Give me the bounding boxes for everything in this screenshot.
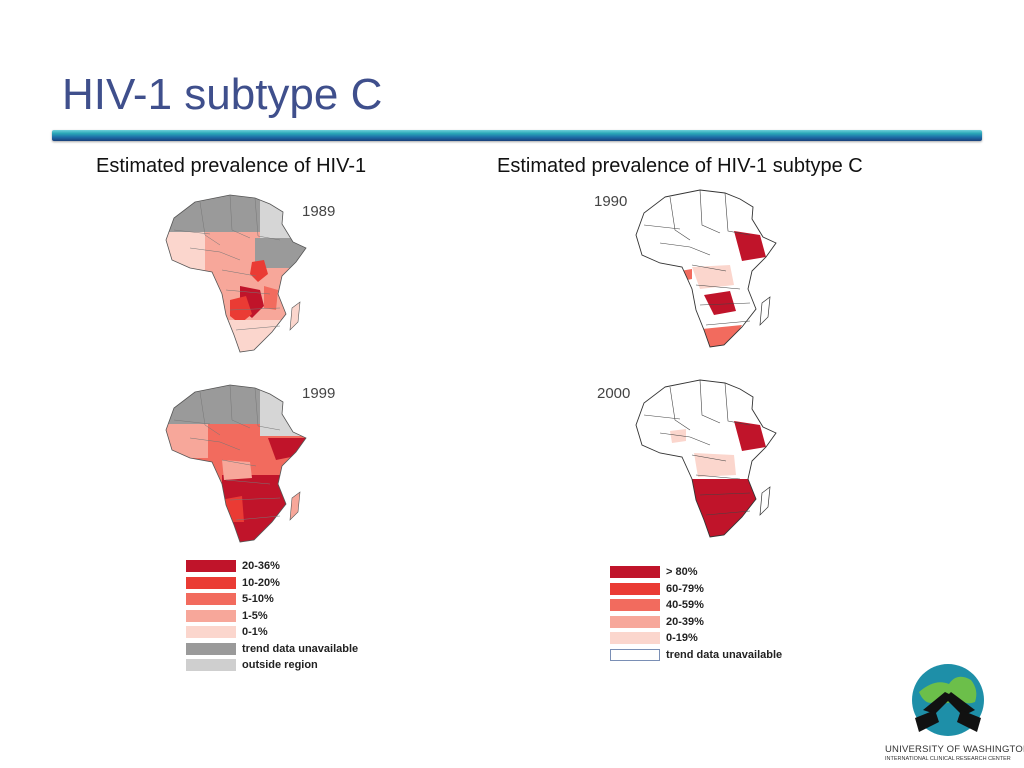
legend-label: 20-36% [242,560,280,573]
legend-label: > 80% [666,566,698,579]
legend-label: 20-39% [666,615,704,628]
legend-label: trend data unavailable [666,648,783,661]
legend-swatch [186,560,236,573]
legend-swatch [610,615,660,628]
map-year-label: 1989 [302,203,336,220]
legend-item: 40-59% [610,597,782,614]
legend-item: > 80% [610,564,782,581]
legend-label: 10-20% [242,576,280,589]
map-subtype-c-2000 [630,375,790,555]
legend-swatch [186,576,236,589]
legend-item: 20-39% [610,614,782,631]
uw-logo [905,662,991,747]
legend-swatch [610,566,660,579]
legend-swatch [186,593,236,606]
legend-label: 0-19% [666,632,698,645]
map-year-label: 1990 [594,193,628,210]
legend-swatch [610,648,660,661]
slide-title: HIV-1 subtype C [62,70,383,119]
legend-label: outside region [242,659,318,672]
legend-swatch [186,659,236,672]
legend-item: 10-20% [186,575,358,592]
legend-item: 0-1% [186,624,358,641]
legend-label: 1-5% [242,609,268,622]
legend-item: 0-19% [610,630,782,647]
legend-swatch [610,582,660,595]
legend-swatch [610,599,660,612]
legend-item: trend data unavailable [610,647,782,664]
map-hiv-1999 [160,380,320,555]
legend-swatch [186,626,236,639]
org-unit: INTERNATIONAL CLINICAL RESEARCH CENTER [885,756,1011,762]
legend-item: 60-79% [610,581,782,598]
legend-hiv-prevalence: 20-36% 10-20% 5-10% 1-5% 0-1% trend data unav… [186,558,358,674]
title-divider [52,130,982,141]
map-year-label: 2000 [597,385,631,402]
legend-item: 1-5% [186,608,358,625]
map-subtype-c-1990 [630,185,790,360]
legend-label: 40-59% [666,599,704,612]
handshake-globe-icon [912,664,984,736]
map-hiv-1989 [160,190,320,360]
legend-label: trend data unavailable [242,642,359,655]
legend-label: 5-10% [242,593,274,606]
legend-item: 5-10% [186,591,358,608]
legend-swatch [186,609,236,622]
legend-label: 60-79% [666,582,704,595]
legend-swatch [186,642,236,655]
right-heading: Estimated prevalence of HIV-1 subtype C [497,155,863,177]
legend-label: 0-1% [242,626,268,639]
map-year-label: 1999 [302,385,336,402]
legend-item: outside region [186,657,358,674]
legend-subtype-c-prevalence: > 80% 60-79% 40-59% 20-39% 0-19% trend data u… [610,564,782,663]
legend-item: 20-36% [186,558,358,575]
org-name: UNIVERSITY OF WASHINGTON [885,744,1024,755]
legend-swatch [610,632,660,645]
left-heading: Estimated prevalence of HIV-1 [96,155,367,177]
legend-item: trend data unavailable [186,641,358,658]
